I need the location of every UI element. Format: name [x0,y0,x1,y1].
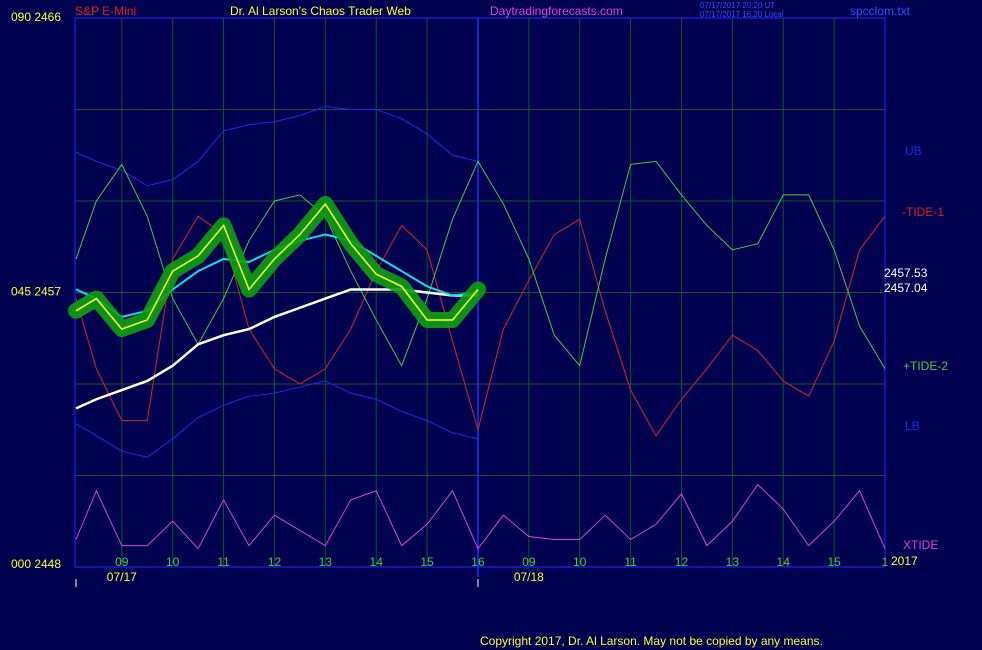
x-tick-label: 14 [777,555,791,569]
annotation: 2017 [891,554,918,568]
series-line [75,215,886,437]
annotation: UB [905,144,922,158]
date-label: 07/17 [107,570,137,584]
time-local: 07/17/2017 16:20 Local [700,10,784,19]
date-label: 07/18 [514,570,544,584]
annotation: 2457.53 [884,266,928,280]
x-tick-label: 12 [675,555,689,569]
file-name: spcclom.txt [850,4,911,18]
price-band [68,196,486,338]
series-line [75,202,479,330]
series-line [75,105,479,187]
x-tick-label: 09 [115,555,129,569]
x-tick-label: 13 [319,555,333,569]
annotation: XTIDE [903,538,938,552]
copyright: Copyright 2017, Dr. Al Larson. May not b… [480,634,823,648]
y-tick-label: 000 2448 [11,557,61,571]
x-tick-label: 15 [827,555,841,569]
x-tick-label: 11 [624,555,637,569]
series-line [75,483,886,550]
x-tick-label: 15 [420,555,434,569]
time-ut: 07/17/2017 20:20 UT [700,1,775,10]
annotation: -TIDE-1 [902,205,944,219]
site: Daytradingforecasts.com [490,4,623,18]
chart-title: Dr. Al Larson's Chaos Trader Web [230,4,411,18]
series-line [75,160,886,370]
x-tick-label: 11 [217,555,230,569]
y-tick-label: 045 2457 [11,285,61,299]
x-tick-label: 1 [882,555,889,569]
annotation: LB [905,419,920,433]
series-line [75,380,479,458]
annotation: 2457.04 [884,281,928,295]
x-tick-label: 10 [166,555,180,569]
x-tick-label: 10 [573,555,587,569]
x-tick-label: 16 [471,555,485,569]
x-tick-label: 09 [522,555,536,569]
y-tick-label: 090 2466 [11,10,61,24]
x-tick-label: 14 [370,555,384,569]
plot-frame [74,17,886,568]
x-tick-label: 13 [726,555,740,569]
x-tick-label: 12 [268,555,282,569]
instrument: S&P E-Mini [75,4,136,18]
annotation: +TIDE-2 [903,359,948,373]
